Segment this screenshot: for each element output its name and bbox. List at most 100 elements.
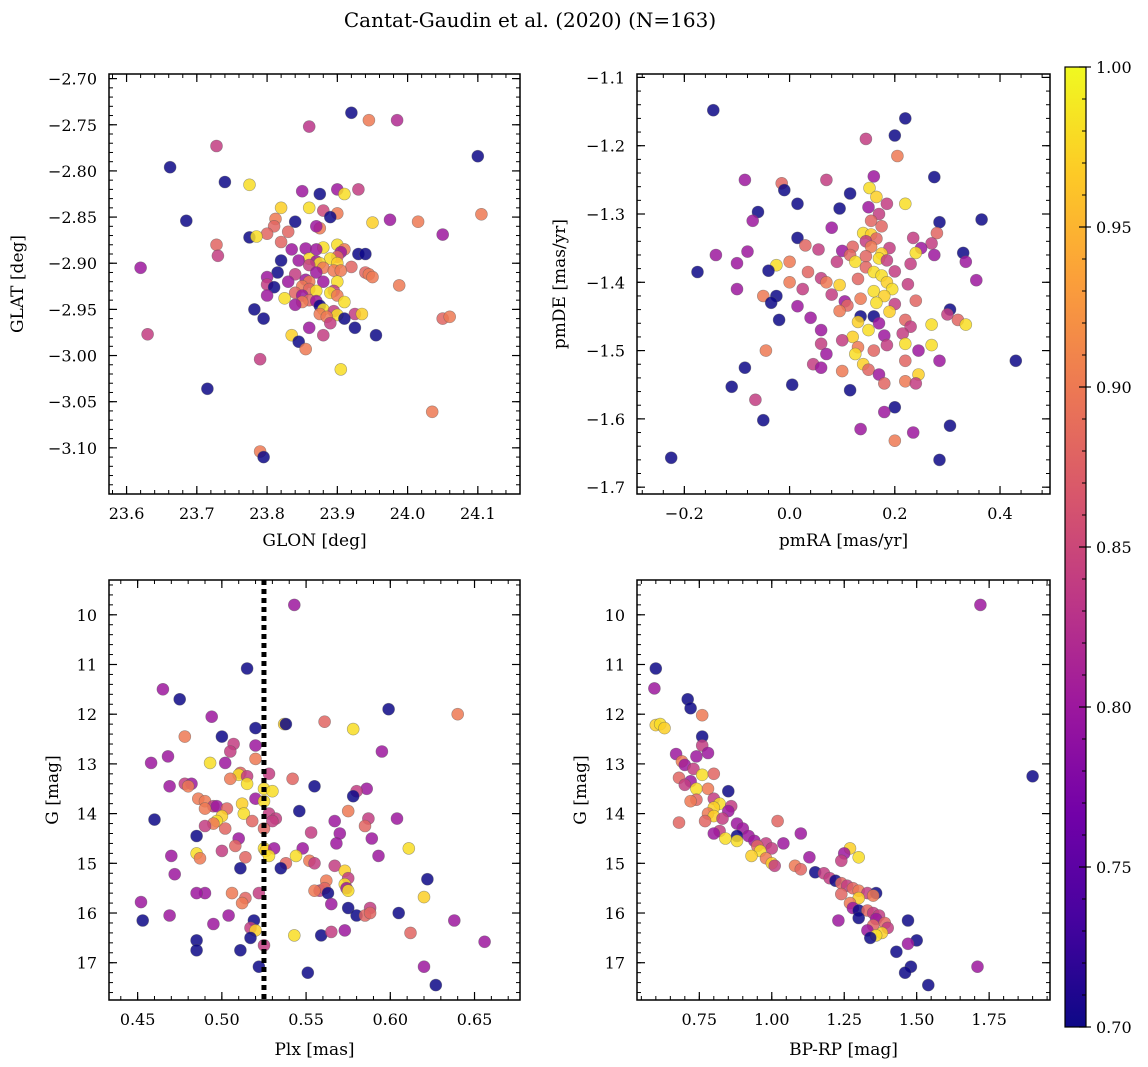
y-tick-label: −3.05 <box>48 393 97 412</box>
data-point <box>888 400 902 414</box>
y-tick-label: −2.80 <box>48 162 97 181</box>
y-tick-label: 14 <box>605 805 625 824</box>
data-point <box>901 937 915 951</box>
data-point <box>927 170 941 184</box>
x-tick-label: 23.9 <box>320 504 356 523</box>
x-tick-label: 0.0 <box>777 504 802 523</box>
data-point <box>888 129 902 142</box>
data-point <box>974 598 987 612</box>
data-point <box>287 929 301 942</box>
data-point <box>316 328 330 342</box>
data-point <box>906 231 920 245</box>
data-point <box>190 943 203 957</box>
data-point <box>165 849 178 863</box>
data-point <box>180 214 193 228</box>
data-point <box>274 235 288 249</box>
data-point <box>851 272 865 286</box>
data-point <box>649 662 663 675</box>
data-point <box>927 248 941 262</box>
data-point <box>690 782 703 796</box>
y-tick-label: −1.7 <box>586 478 625 497</box>
data-point <box>730 834 744 848</box>
data-point <box>875 220 888 233</box>
data-point <box>794 862 808 876</box>
data-point <box>203 756 217 770</box>
data-point <box>943 419 957 433</box>
data-point <box>134 895 148 909</box>
data-point <box>250 230 263 243</box>
data-point <box>288 298 302 312</box>
y-axis-label-position: GLAT [deg] <box>8 235 28 333</box>
data-point <box>334 363 348 376</box>
data-point <box>832 914 845 927</box>
data-point <box>852 911 866 925</box>
data-point <box>308 856 321 870</box>
data-point <box>854 422 867 436</box>
data-point <box>880 197 894 211</box>
data-point <box>799 239 812 252</box>
data-point <box>451 707 465 721</box>
data-point <box>163 779 176 793</box>
data-point <box>392 279 406 292</box>
data-point <box>365 832 379 845</box>
data-point <box>719 832 732 845</box>
data-point <box>289 849 303 863</box>
y-axis-label-magnitude-parallax: G [mag] <box>43 755 63 824</box>
x-tick-label: 0.4 <box>987 504 1012 523</box>
data-point <box>308 884 321 898</box>
data-point <box>323 210 337 224</box>
data-point <box>302 321 316 335</box>
data-point <box>345 260 358 274</box>
data-point <box>308 779 321 793</box>
data-point <box>341 884 355 898</box>
data-point <box>281 275 295 289</box>
data-point <box>383 213 397 227</box>
data-point <box>830 255 844 269</box>
data-point <box>707 827 721 840</box>
y-tick-label: 14 <box>77 805 97 824</box>
data-point <box>211 249 225 263</box>
data-point <box>240 777 254 791</box>
data-point <box>375 745 389 758</box>
data-point <box>304 826 318 839</box>
y-axis-label-proper-motion: pmDE [mas/yr] <box>550 219 570 349</box>
data-point <box>883 305 896 319</box>
x-tick-label: 23.6 <box>109 504 145 523</box>
data-point <box>959 255 973 269</box>
data-point <box>898 112 912 125</box>
data-point <box>421 872 434 886</box>
data-point <box>372 849 385 863</box>
data-point <box>338 295 351 309</box>
data-point <box>239 850 252 864</box>
y-tick-label: −1.5 <box>586 342 625 361</box>
data-point <box>218 756 232 770</box>
y-tick-label: −1.3 <box>586 205 625 224</box>
data-point <box>901 277 915 291</box>
data-point <box>248 303 261 316</box>
data-point <box>190 886 203 900</box>
y-tick-label: 10 <box>77 606 97 625</box>
axes-frame-position <box>108 73 521 495</box>
data-point <box>814 337 828 351</box>
data-point <box>404 926 417 940</box>
data-point <box>749 393 762 407</box>
data-point <box>814 323 828 337</box>
data-point <box>309 266 323 279</box>
data-point <box>249 739 262 752</box>
data-point <box>772 313 786 327</box>
data-point <box>725 380 739 394</box>
data-point <box>820 275 833 289</box>
data-point <box>260 227 274 240</box>
data-point <box>833 202 846 215</box>
data-point <box>862 200 875 214</box>
data-point <box>867 170 881 183</box>
data-point <box>872 316 886 330</box>
scatter-points-magnitude-parallax <box>134 580 491 1000</box>
data-point <box>471 149 485 163</box>
data-point <box>366 270 379 284</box>
data-point <box>193 851 207 865</box>
colorbar-tick-label: 0.70 <box>1096 1018 1132 1037</box>
data-point <box>859 132 873 146</box>
data-point <box>975 213 988 226</box>
y-tick-label: 17 <box>605 954 625 973</box>
